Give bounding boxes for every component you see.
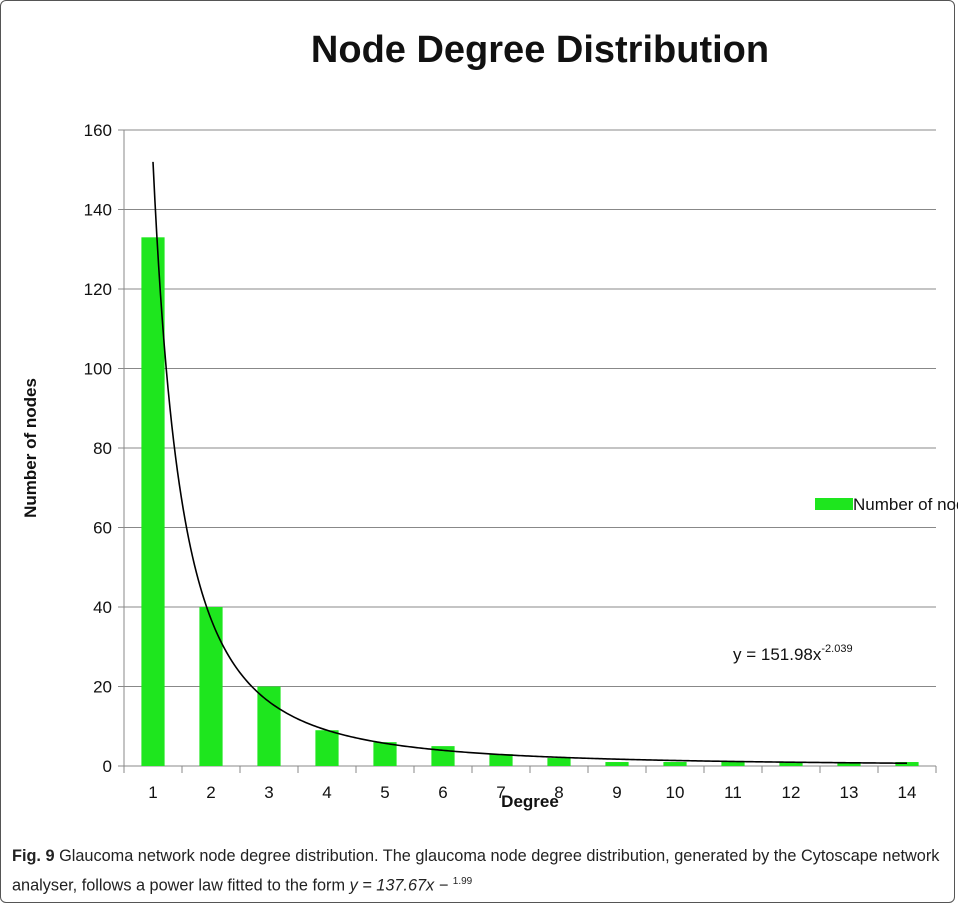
caption: Fig. 9 Glaucoma network node degree dist… <box>12 843 948 898</box>
x-tick-label: 9 <box>612 783 621 802</box>
x-tick-label: 3 <box>264 783 273 802</box>
y-tick-label: 80 <box>93 439 112 458</box>
chart-title: Node Degree Distribution <box>311 29 769 71</box>
x-tick-label: 14 <box>898 783 917 802</box>
bar <box>721 762 745 766</box>
bar <box>373 742 397 766</box>
legend-swatch <box>815 498 853 510</box>
x-tick-label: 13 <box>840 783 859 802</box>
y-tick-label: 0 <box>103 757 112 776</box>
y-tick-label: 100 <box>84 360 112 379</box>
caption-label: Fig. 9 <box>12 847 55 865</box>
legend-label: Number of nodes <box>853 495 958 514</box>
caption-text: Glaucoma network node degree distributio… <box>12 847 940 895</box>
x-tick-label: 8 <box>554 783 563 802</box>
bar <box>779 762 803 766</box>
caption-formula: y = 137.67x − <box>349 876 453 895</box>
bar <box>315 730 339 766</box>
trendline-equation: y = 151.98x <box>733 645 822 664</box>
bar <box>199 607 223 766</box>
x-tick-label: 1 <box>148 783 157 802</box>
bar <box>663 762 687 766</box>
x-tick-label: 5 <box>380 783 389 802</box>
y-tick-label: 120 <box>84 280 112 299</box>
x-tick-label: 7 <box>496 783 505 802</box>
y-axis-label: Number of nodes <box>21 378 40 518</box>
trendline-power: -2.039 <box>821 643 852 655</box>
trendline-label: y = 151.98x-2.039 <box>733 643 853 664</box>
y-tick-label: 140 <box>84 201 112 220</box>
x-axis-label: Degree <box>501 792 559 811</box>
y-tick-label: 160 <box>84 121 112 140</box>
x-tick-label: 10 <box>666 783 685 802</box>
trendline <box>152 161 908 765</box>
x-tick-label: 4 <box>322 783 331 802</box>
bar <box>895 762 919 766</box>
bar <box>141 237 165 766</box>
caption-exponent: 1.99 <box>452 876 473 887</box>
x-tick-label: 12 <box>782 783 801 802</box>
y-tick-label: 20 <box>93 678 112 697</box>
x-tick-label: 11 <box>724 783 742 802</box>
bar <box>605 762 629 766</box>
chart: Node Degree Distribution Degree Number o… <box>21 29 958 811</box>
x-tick-label: 6 <box>438 783 447 802</box>
x-tick-label: 2 <box>206 783 215 802</box>
y-tick-label: 60 <box>93 519 112 538</box>
bar <box>837 762 861 766</box>
bar <box>489 754 513 766</box>
bar <box>547 758 571 766</box>
y-tick-label: 40 <box>93 598 112 617</box>
bar <box>257 686 281 766</box>
